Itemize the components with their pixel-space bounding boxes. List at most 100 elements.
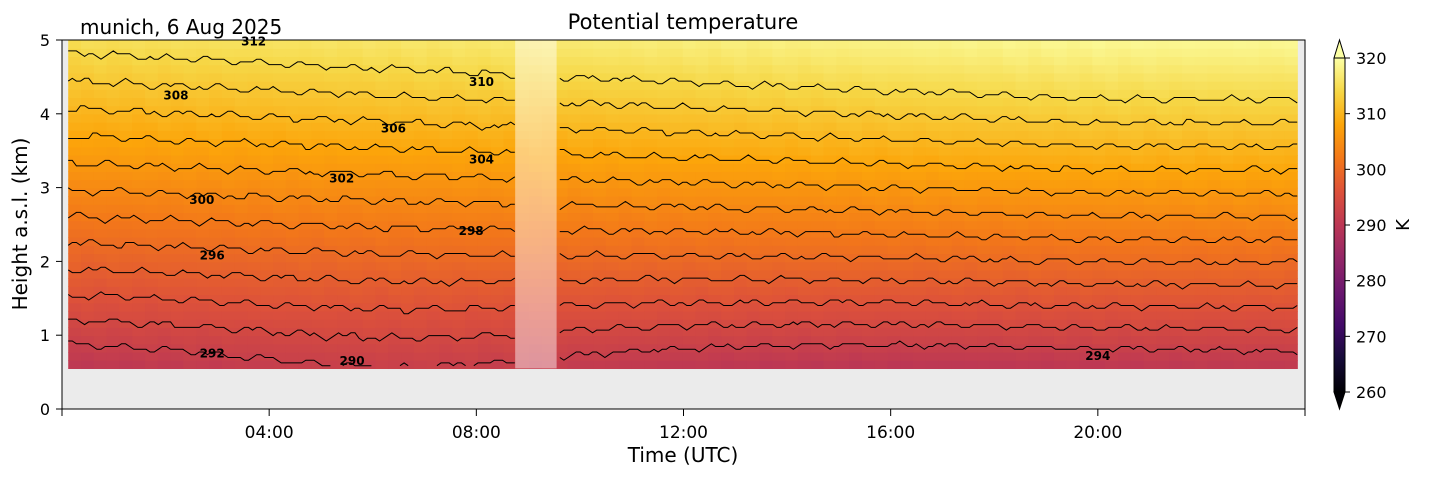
heatmap-cell bbox=[580, 122, 594, 131]
heatmap-cell bbox=[951, 261, 965, 271]
heatmap-cell bbox=[977, 228, 991, 238]
heatmap-cell bbox=[541, 146, 556, 156]
heatmap-cell bbox=[170, 220, 185, 230]
heatmap-cell bbox=[1246, 163, 1260, 172]
heatmap-cell bbox=[1194, 343, 1209, 353]
heatmap-cell bbox=[1246, 40, 1260, 49]
heatmap-cell bbox=[861, 212, 876, 222]
heatmap-cell bbox=[925, 146, 940, 156]
heatmap-cell bbox=[1143, 343, 1158, 353]
heatmap-cell bbox=[1028, 187, 1042, 197]
heatmap-cell bbox=[401, 97, 415, 107]
heatmap-cell bbox=[375, 212, 389, 222]
heatmap-cell bbox=[1015, 212, 1029, 222]
heatmap-cell bbox=[1130, 89, 1145, 99]
heatmap-cell bbox=[541, 351, 556, 361]
heatmap-cell bbox=[1105, 253, 1119, 263]
heatmap-cell bbox=[145, 113, 159, 123]
heatmap-cell bbox=[657, 97, 671, 107]
heatmap-cell bbox=[989, 327, 1004, 337]
heatmap-cell bbox=[1156, 253, 1170, 263]
heatmap-cell bbox=[823, 130, 837, 140]
heatmap-cell bbox=[247, 253, 261, 263]
heatmap-cell bbox=[567, 269, 581, 279]
heatmap-cell bbox=[273, 327, 287, 337]
heatmap-cell bbox=[861, 269, 876, 279]
heatmap-cell bbox=[657, 220, 671, 230]
heatmap-cell bbox=[529, 146, 543, 156]
heatmap-cell bbox=[1053, 163, 1068, 172]
heatmap-cell bbox=[426, 187, 441, 197]
heatmap-cell bbox=[388, 286, 402, 296]
heatmap-cell bbox=[746, 113, 761, 123]
heatmap-cell bbox=[132, 204, 146, 214]
contour-line bbox=[473, 359, 515, 367]
heatmap-cell bbox=[1182, 171, 1196, 181]
heatmap-cell bbox=[759, 171, 773, 181]
heatmap-cell bbox=[452, 122, 466, 131]
heatmap-cell bbox=[1271, 212, 1286, 222]
heatmap-cell bbox=[733, 237, 748, 246]
heatmap-cell bbox=[209, 310, 223, 320]
heatmap-cell bbox=[669, 138, 684, 148]
heatmap-cell bbox=[1233, 286, 1247, 296]
heatmap-cell bbox=[1258, 286, 1273, 296]
heatmap-cell bbox=[810, 343, 825, 353]
heatmap-cell bbox=[349, 179, 364, 189]
heatmap-cell bbox=[1053, 302, 1068, 312]
heatmap-cell bbox=[132, 138, 146, 148]
heatmap-cell bbox=[644, 97, 658, 107]
heatmap-cell bbox=[1079, 253, 1093, 263]
heatmap-cell bbox=[938, 228, 953, 238]
heatmap-cell bbox=[1105, 245, 1119, 255]
heatmap-cell bbox=[503, 163, 517, 172]
heatmap-cell bbox=[631, 179, 645, 189]
heatmap-cell bbox=[977, 302, 991, 312]
heatmap-cell bbox=[503, 187, 517, 197]
heatmap-cell bbox=[324, 269, 338, 279]
heatmap-cell bbox=[413, 204, 428, 214]
heatmap-cell bbox=[439, 163, 453, 172]
heatmap-cell bbox=[605, 154, 620, 164]
heatmap-cell bbox=[477, 335, 492, 345]
heatmap-cell bbox=[593, 40, 607, 49]
heatmap-cell bbox=[1143, 40, 1158, 49]
heatmap-cell bbox=[81, 343, 95, 353]
heatmap-cell bbox=[1015, 195, 1029, 205]
contour-line bbox=[67, 211, 516, 233]
heatmap-cell bbox=[234, 195, 249, 205]
heatmap-cell bbox=[580, 237, 594, 246]
heatmap-cell bbox=[785, 286, 799, 296]
heatmap-cell bbox=[362, 261, 377, 271]
heatmap-cell bbox=[465, 89, 479, 99]
heatmap-cell bbox=[503, 64, 517, 74]
heatmap-cell bbox=[593, 64, 607, 74]
heatmap-cell bbox=[375, 220, 389, 230]
heatmap-cell bbox=[1284, 204, 1298, 214]
heatmap-cell bbox=[797, 105, 812, 115]
heatmap-cell bbox=[1233, 261, 1247, 271]
heatmap-cell bbox=[490, 113, 505, 123]
heatmap-cell bbox=[273, 294, 287, 304]
heatmap-cell bbox=[529, 335, 543, 345]
heatmap-cell bbox=[93, 212, 108, 222]
heatmap-cell bbox=[1015, 179, 1029, 189]
heatmap-cell bbox=[887, 212, 901, 222]
heatmap-cell bbox=[1143, 245, 1158, 255]
heatmap-cell bbox=[273, 64, 287, 74]
heatmap-cell bbox=[951, 269, 965, 279]
heatmap-cell bbox=[900, 187, 914, 197]
heatmap-cell bbox=[977, 187, 991, 197]
heatmap-cell bbox=[1284, 302, 1298, 312]
heatmap-cell bbox=[465, 97, 479, 107]
heatmap-cell bbox=[823, 278, 837, 287]
heatmap-cell bbox=[170, 310, 185, 320]
heatmap-cell bbox=[106, 294, 121, 304]
heatmap-cell bbox=[388, 64, 402, 74]
heatmap-cell bbox=[106, 212, 121, 222]
heatmap-cell bbox=[1246, 122, 1260, 131]
heatmap-cell bbox=[977, 261, 991, 271]
heatmap-cell bbox=[1220, 237, 1234, 246]
heatmap-cell bbox=[1258, 351, 1273, 361]
